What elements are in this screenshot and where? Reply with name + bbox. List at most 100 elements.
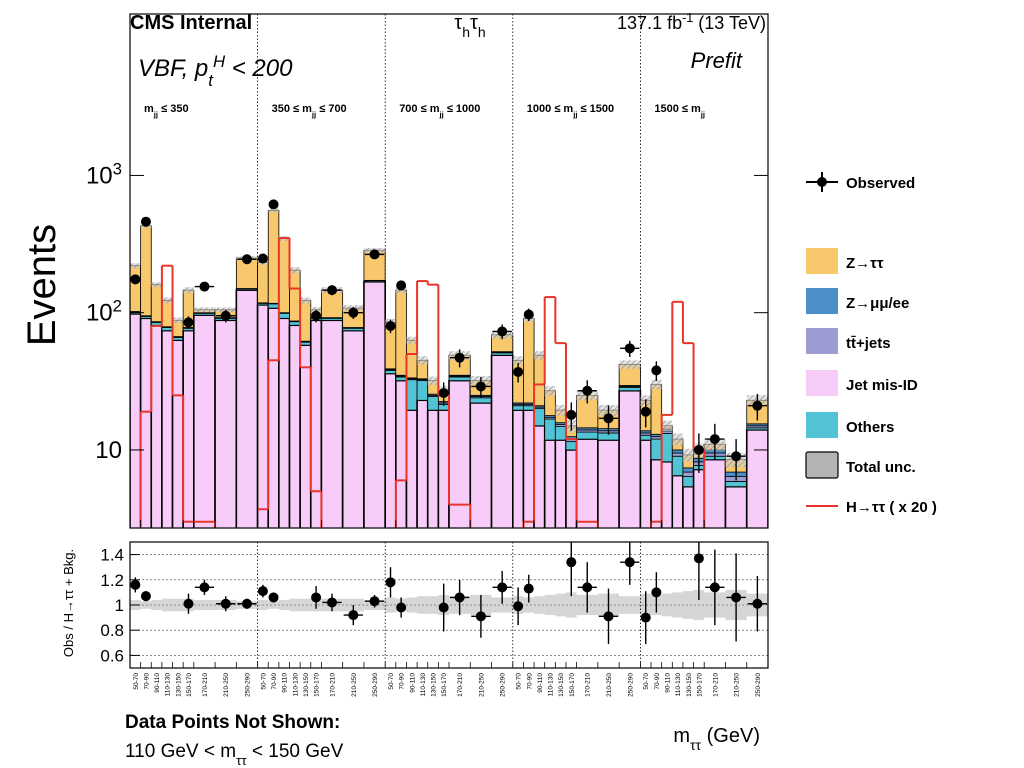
uncertainty-band <box>672 433 683 446</box>
stack-segment <box>309 319 323 528</box>
stack-segment <box>745 429 768 528</box>
stack-segment <box>661 432 673 463</box>
bin-label: 90-110 <box>664 673 671 693</box>
text-part: jj <box>153 110 158 119</box>
stack-segment <box>278 312 290 319</box>
text-part: -1 <box>682 11 693 25</box>
ratio-point <box>523 583 534 594</box>
ratio-point <box>624 557 635 568</box>
stack-segment <box>289 321 301 326</box>
stack-segment <box>469 402 493 528</box>
ratio-point <box>651 587 662 598</box>
stack-segment <box>150 284 163 323</box>
observed-point <box>603 413 614 424</box>
observed-point <box>497 326 508 337</box>
stack-segment <box>150 321 163 326</box>
observed-point <box>396 280 407 291</box>
stack-segment <box>267 210 280 304</box>
ratio-point <box>268 592 279 603</box>
ratio-uncertainty-band <box>672 592 683 618</box>
uncertainty-band <box>661 420 673 432</box>
text-part: ≤ 700 <box>316 103 347 115</box>
stack-segment <box>182 329 195 528</box>
note-title: Data Points Not Shown: <box>125 712 340 733</box>
text-part: 110 GeV < m <box>125 741 236 762</box>
observed-point <box>369 249 380 260</box>
stack-segment <box>139 317 153 528</box>
stack-segment <box>533 408 546 427</box>
text-part: ττ <box>690 737 702 753</box>
observed-point <box>624 343 635 354</box>
ratio-plot <box>130 542 768 656</box>
stack-segment <box>130 313 142 528</box>
stack-segment <box>544 418 556 441</box>
stack-segment <box>469 397 492 404</box>
ratio-point <box>513 601 524 612</box>
text-part: 10 <box>86 162 113 189</box>
text-part: VBF, p <box>138 55 208 82</box>
uncertainty-band <box>682 448 694 462</box>
region-label: 700 ≤ mjj ≤ 1000 <box>399 103 480 119</box>
uncertainty-band <box>161 297 173 304</box>
ratio-y-tick-label: 1.2 <box>100 571 124 590</box>
legend-label: H→ττ ( x 20 ) <box>846 499 937 516</box>
legend-swatch <box>806 328 838 354</box>
text-part: ≤ 1000 <box>444 103 481 115</box>
legend-swatch <box>806 288 838 314</box>
bin-label: 150-170 <box>441 673 448 697</box>
text-part: (13 TeV) <box>693 13 766 33</box>
stack-segment <box>426 409 440 528</box>
observed-point <box>327 285 338 296</box>
stack-segment <box>671 474 684 528</box>
stack-segment <box>703 458 727 528</box>
stack-segment <box>161 299 173 328</box>
ratio-y-tick-label: 0.6 <box>100 646 124 665</box>
bin-label: 170-210 <box>585 673 592 697</box>
ratio-uncertainty-band <box>151 599 162 611</box>
bin-label: 70-90 <box>143 673 150 690</box>
stack-segment <box>671 449 684 454</box>
bin-label: 50-70 <box>133 673 140 690</box>
legend-marker <box>817 177 827 187</box>
note: 110 GeV < mττ < 150 GeV <box>125 741 344 768</box>
ratio-point <box>183 598 194 609</box>
text-part: 137.1 fb <box>617 13 682 33</box>
stack-segment <box>235 289 259 528</box>
uncertainty-band <box>183 287 194 294</box>
ratio-point <box>566 557 577 568</box>
bin-label: 50-70 <box>643 673 650 690</box>
stack-segment <box>193 314 216 528</box>
legend-swatch <box>805 451 839 479</box>
stack-segment <box>406 379 418 411</box>
observed-point <box>475 381 486 392</box>
legend-label: Jet mis-ID <box>846 377 918 394</box>
ratio-point <box>140 591 151 602</box>
uncertainty-band <box>555 405 566 416</box>
observed-point <box>268 199 279 210</box>
stack-segment <box>724 485 748 528</box>
x-axis-label: mττ (GeV) <box>673 725 760 753</box>
text-part: m <box>144 103 154 115</box>
channel-label: τhτh <box>454 12 485 40</box>
bin-label: 130-150 <box>303 673 310 697</box>
stack-segment <box>650 438 663 461</box>
stack-segment <box>130 265 142 312</box>
stack-segment <box>267 303 280 309</box>
stack-segment <box>671 452 684 457</box>
region-label: 1000 ≤ mjj ≤ 1500 <box>527 103 614 119</box>
stack-segment <box>299 344 312 528</box>
bin-label: 130-150 <box>175 673 182 697</box>
ratio-uncertainty-band <box>193 599 216 611</box>
text-part: < 200 <box>225 55 293 82</box>
stack-segment <box>320 319 344 528</box>
bin-label: 210-250 <box>478 673 485 697</box>
observed-point <box>199 281 210 292</box>
observed-point <box>513 366 524 377</box>
bin-label: 50-70 <box>516 673 523 690</box>
bin-label: 130-150 <box>686 673 693 697</box>
uncertainty-band <box>534 351 545 360</box>
ratio-point <box>130 579 141 590</box>
stack-segment <box>395 376 407 382</box>
stack-segment <box>511 409 525 528</box>
